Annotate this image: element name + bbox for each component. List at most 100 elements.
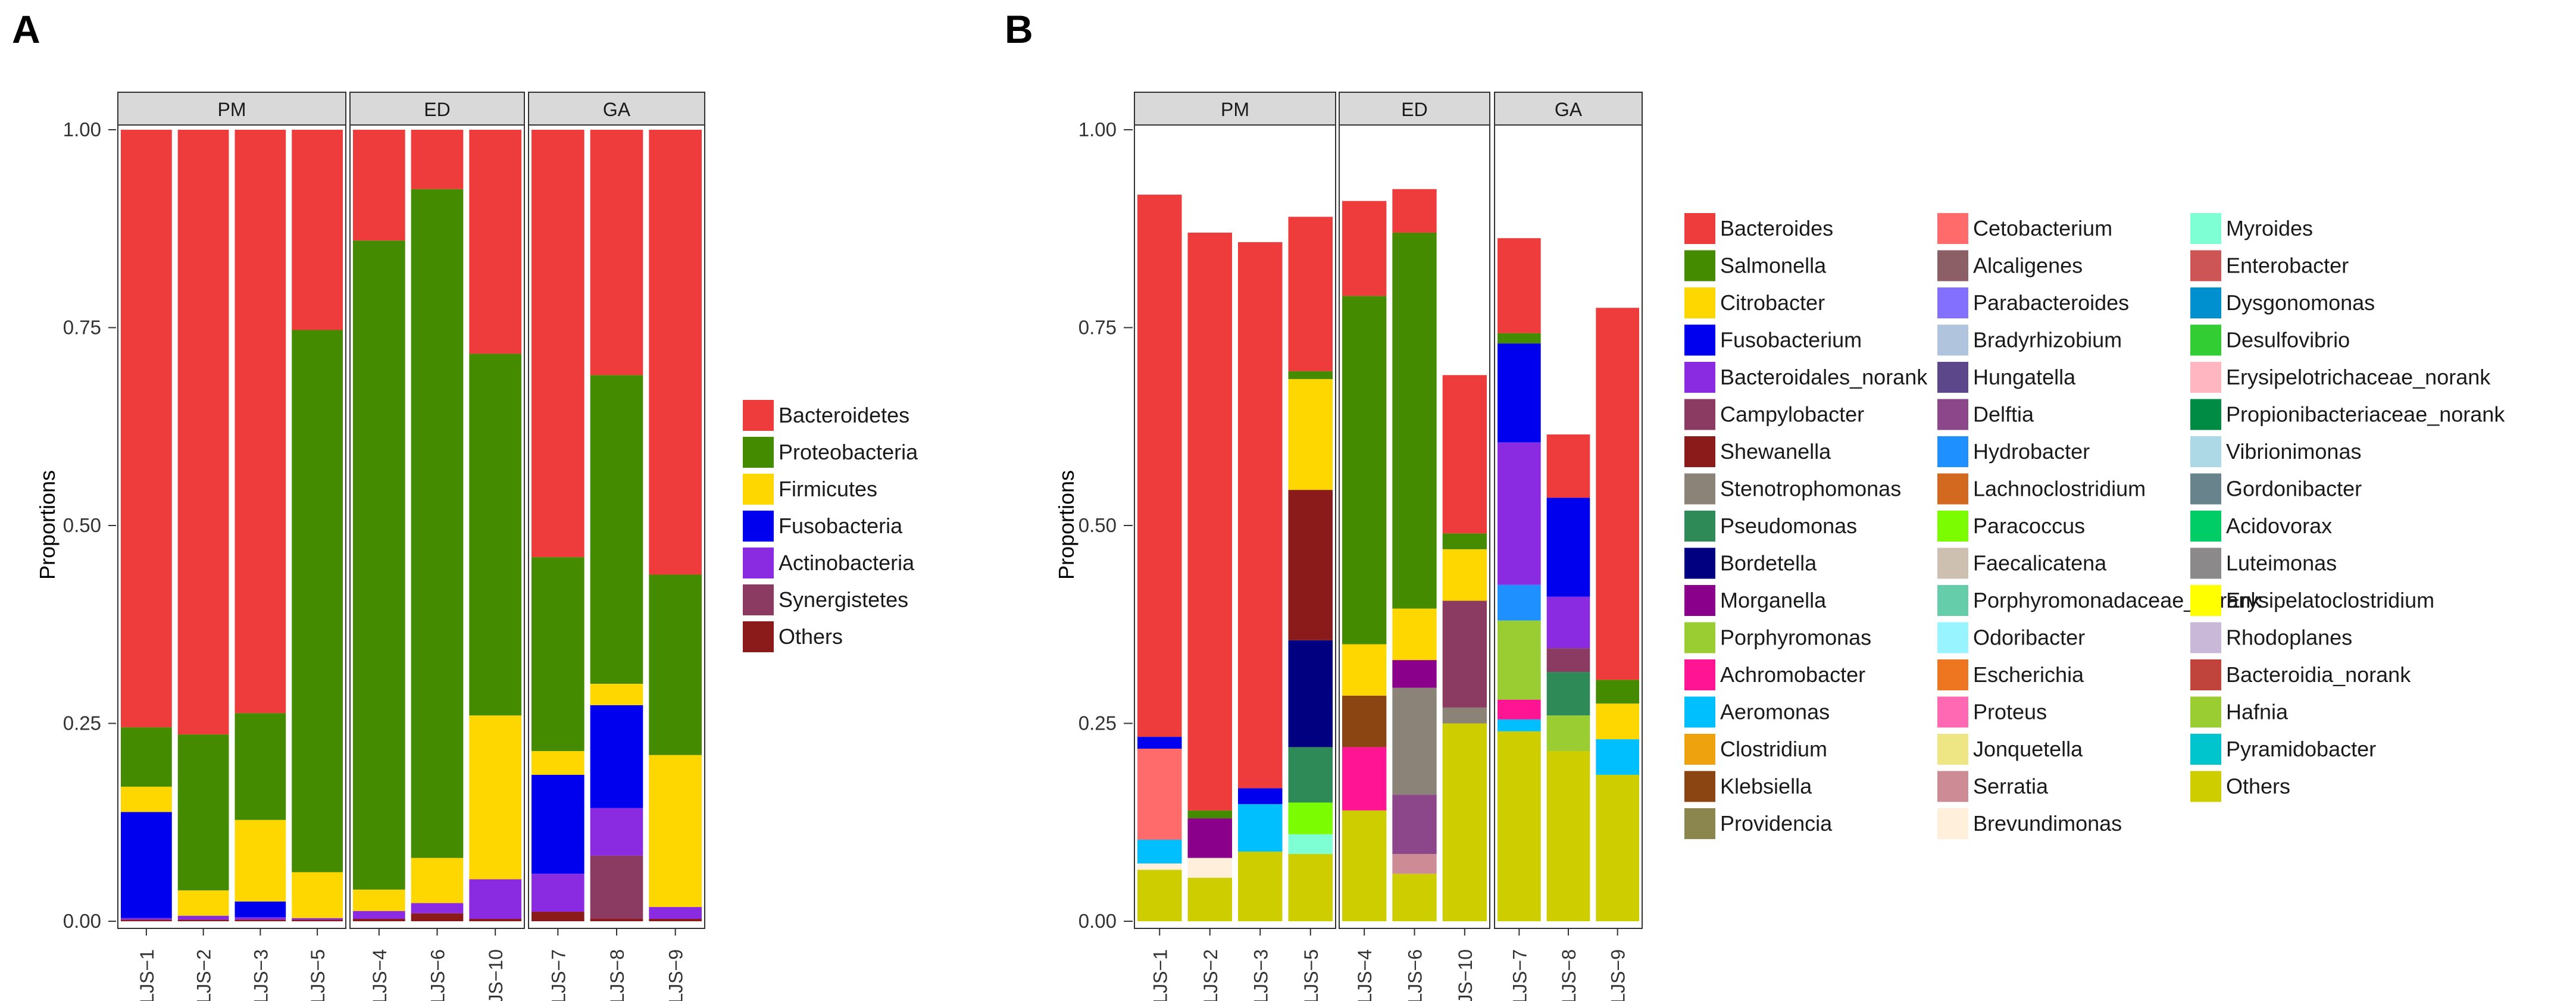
legend-swatch: [2190, 399, 2221, 430]
facet-strip: [117, 92, 346, 126]
bar-segment-others: [1137, 869, 1182, 921]
bar-segment-fusobacterium: [1137, 737, 1182, 749]
legend-item-bacteroidia-norank: Bacteroidia_norank: [2190, 659, 2411, 690]
legend-item-providencia: Providencia: [1684, 808, 1833, 839]
bar-segment-salmonella: [1498, 333, 1541, 344]
bar-stack-ljs-10: [1442, 375, 1487, 921]
legend-label: Klebsiella: [1720, 774, 1812, 799]
bar-segment-bacteroides: [1342, 201, 1387, 296]
legend-label: Gordonibacter: [2226, 477, 2362, 501]
legend-swatch: [1937, 696, 1968, 728]
bar-stack-ljs-3: [1238, 242, 1283, 921]
bar-segment-firmicutes: [292, 872, 343, 918]
y-tick-label: 0.50: [63, 514, 101, 536]
bar-stack-ljs-1: [1137, 195, 1182, 921]
bar-segment-bacteroides: [1498, 238, 1541, 333]
legend-swatch: [1937, 213, 1968, 244]
bar-segment-bacteroidetes: [532, 130, 584, 558]
bar-segment-proteobacteria: [177, 734, 229, 891]
legend-swatch: [743, 548, 774, 578]
legend-b: Bacteroides Salmonella Citrobacter Fusobact…: [1684, 213, 2505, 839]
legend-item-paracoccus: Paracoccus: [1937, 511, 2085, 542]
legend-item-odoribacter: Odoribacter: [1937, 622, 2085, 653]
bar-segment-firmicutes: [177, 890, 229, 916]
bar-stack-ljs-6: [411, 130, 464, 921]
legend-item-fusobacterium: Fusobacterium: [1684, 324, 1862, 356]
y-axis-b: 0.00 0.25 0.50 0.75 1.00: [1078, 118, 1133, 932]
legend-label: Erysipelotrichaceae_norank: [2226, 365, 2491, 389]
bar-segment-firmicutes: [121, 786, 172, 812]
legend-label: Bacteroidia_norank: [2226, 662, 2411, 687]
legend-a: Bacteroidetes Proteobacteria Firmicutes Fus…: [743, 400, 918, 652]
legend-label: Proteobacteria: [779, 440, 918, 464]
legend-label: Vibrionimonas: [2226, 439, 2361, 464]
bar-segment-proteobacteria: [235, 713, 286, 820]
bar-segment-salmonella: [1442, 533, 1487, 549]
legend-item-erysipelotrichaceae-norank: Erysipelotrichaceae_norank: [2190, 362, 2491, 393]
legend-swatch: [743, 474, 774, 505]
legend-swatch: [1684, 808, 1715, 839]
legend-swatch: [1937, 324, 1968, 356]
bar-segment-fusobacteria: [532, 774, 584, 874]
legend-label: Odoribacter: [1973, 625, 2085, 650]
bar-stack-ljs-6: [1392, 189, 1437, 921]
facet-strip-label: GA: [1555, 99, 1583, 120]
legend-item-porphyromonas: Porphyromonas: [1684, 622, 1871, 653]
legend-item-bordetella: Bordetella: [1684, 548, 1817, 579]
bar-segment-bacteroidetes: [353, 130, 405, 241]
bar-segment-bacteroides: [1596, 308, 1639, 680]
bar-segment-others: [532, 912, 584, 921]
legend-label: Escherichia: [1973, 662, 2084, 687]
legend-swatch: [1684, 436, 1715, 467]
legend-label: Serratia: [1973, 774, 2049, 799]
x-tick-label: LJS−7: [548, 949, 569, 1001]
bar-segment-campylobacter: [1442, 600, 1487, 708]
legend-swatch: [1937, 548, 1968, 579]
bar-stack-ljs-2: [1187, 232, 1232, 921]
bar-segment-others: [1238, 851, 1283, 921]
legend-label: Fusobacterium: [1720, 328, 1862, 352]
legend-label: Aeromonas: [1720, 700, 1830, 724]
bar-segment-actinobacteria: [532, 874, 584, 912]
legend-item-pseudomonas: Pseudomonas: [1684, 511, 1857, 542]
x-tick-label: LJS−10: [1455, 949, 1476, 1001]
bar-segment-bacteroidales-norank: [1546, 596, 1590, 649]
bar-segment-bacteroides: [1288, 217, 1333, 371]
facet-pm: PM LJS−1 LJS−2 LJS−3 LJS−5: [117, 92, 346, 1001]
legend-item-luteimonas: Luteimonas: [2190, 548, 2337, 579]
legend-swatch: [743, 621, 774, 652]
legend-item-others: Others: [2190, 771, 2290, 802]
y-tick-label: 0.50: [1078, 514, 1117, 536]
legend-swatch: [1684, 511, 1715, 542]
legend-item-escherichia: Escherichia: [1937, 659, 2084, 690]
legend-label: Myroides: [2226, 216, 2313, 240]
bar-segment-actinobacteria: [292, 918, 343, 920]
x-tick-label: LJS−1: [1149, 949, 1171, 1001]
x-tick-label: LJS−5: [1300, 949, 1322, 1001]
legend-item-gordonibacter: Gordonibacter: [2190, 473, 2362, 505]
bar-segment-paracoccus: [1288, 802, 1333, 834]
bar-segment-others: [649, 919, 702, 921]
legend-swatch: [2190, 213, 2221, 244]
legend-item-brevundimonas: Brevundimonas: [1937, 808, 2122, 839]
y-tick-label: 1.00: [63, 118, 101, 140]
legend-item-desulfovibrio: Desulfovibrio: [2190, 324, 2350, 356]
bar-segment-achromobacter: [1342, 747, 1387, 811]
legend-swatch: [1684, 399, 1715, 430]
legend-swatch: [1684, 771, 1715, 802]
bar-segment-others: [177, 919, 229, 921]
facet-strip: [349, 92, 525, 126]
legend-swatch: [2190, 436, 2221, 467]
bar-segment-bacteroidetes: [411, 130, 464, 189]
x-tick-label: LJS−9: [665, 949, 687, 1001]
bar-segment-synergistetes: [590, 855, 643, 919]
bar-segment-bacteroidetes: [649, 130, 702, 575]
facet-pm: PM LJS−1 LJS−2 LJS−3 LJS−5: [1134, 92, 1336, 1001]
bar-segment-salmonella: [1596, 680, 1639, 704]
bar-segment-actinobacteria: [177, 915, 229, 920]
legend-item-aeromonas: Aeromonas: [1684, 696, 1830, 728]
legend-swatch: [743, 584, 774, 615]
bar-segment-serratia: [1392, 853, 1437, 874]
bar-segment-firmicutes: [590, 684, 643, 705]
